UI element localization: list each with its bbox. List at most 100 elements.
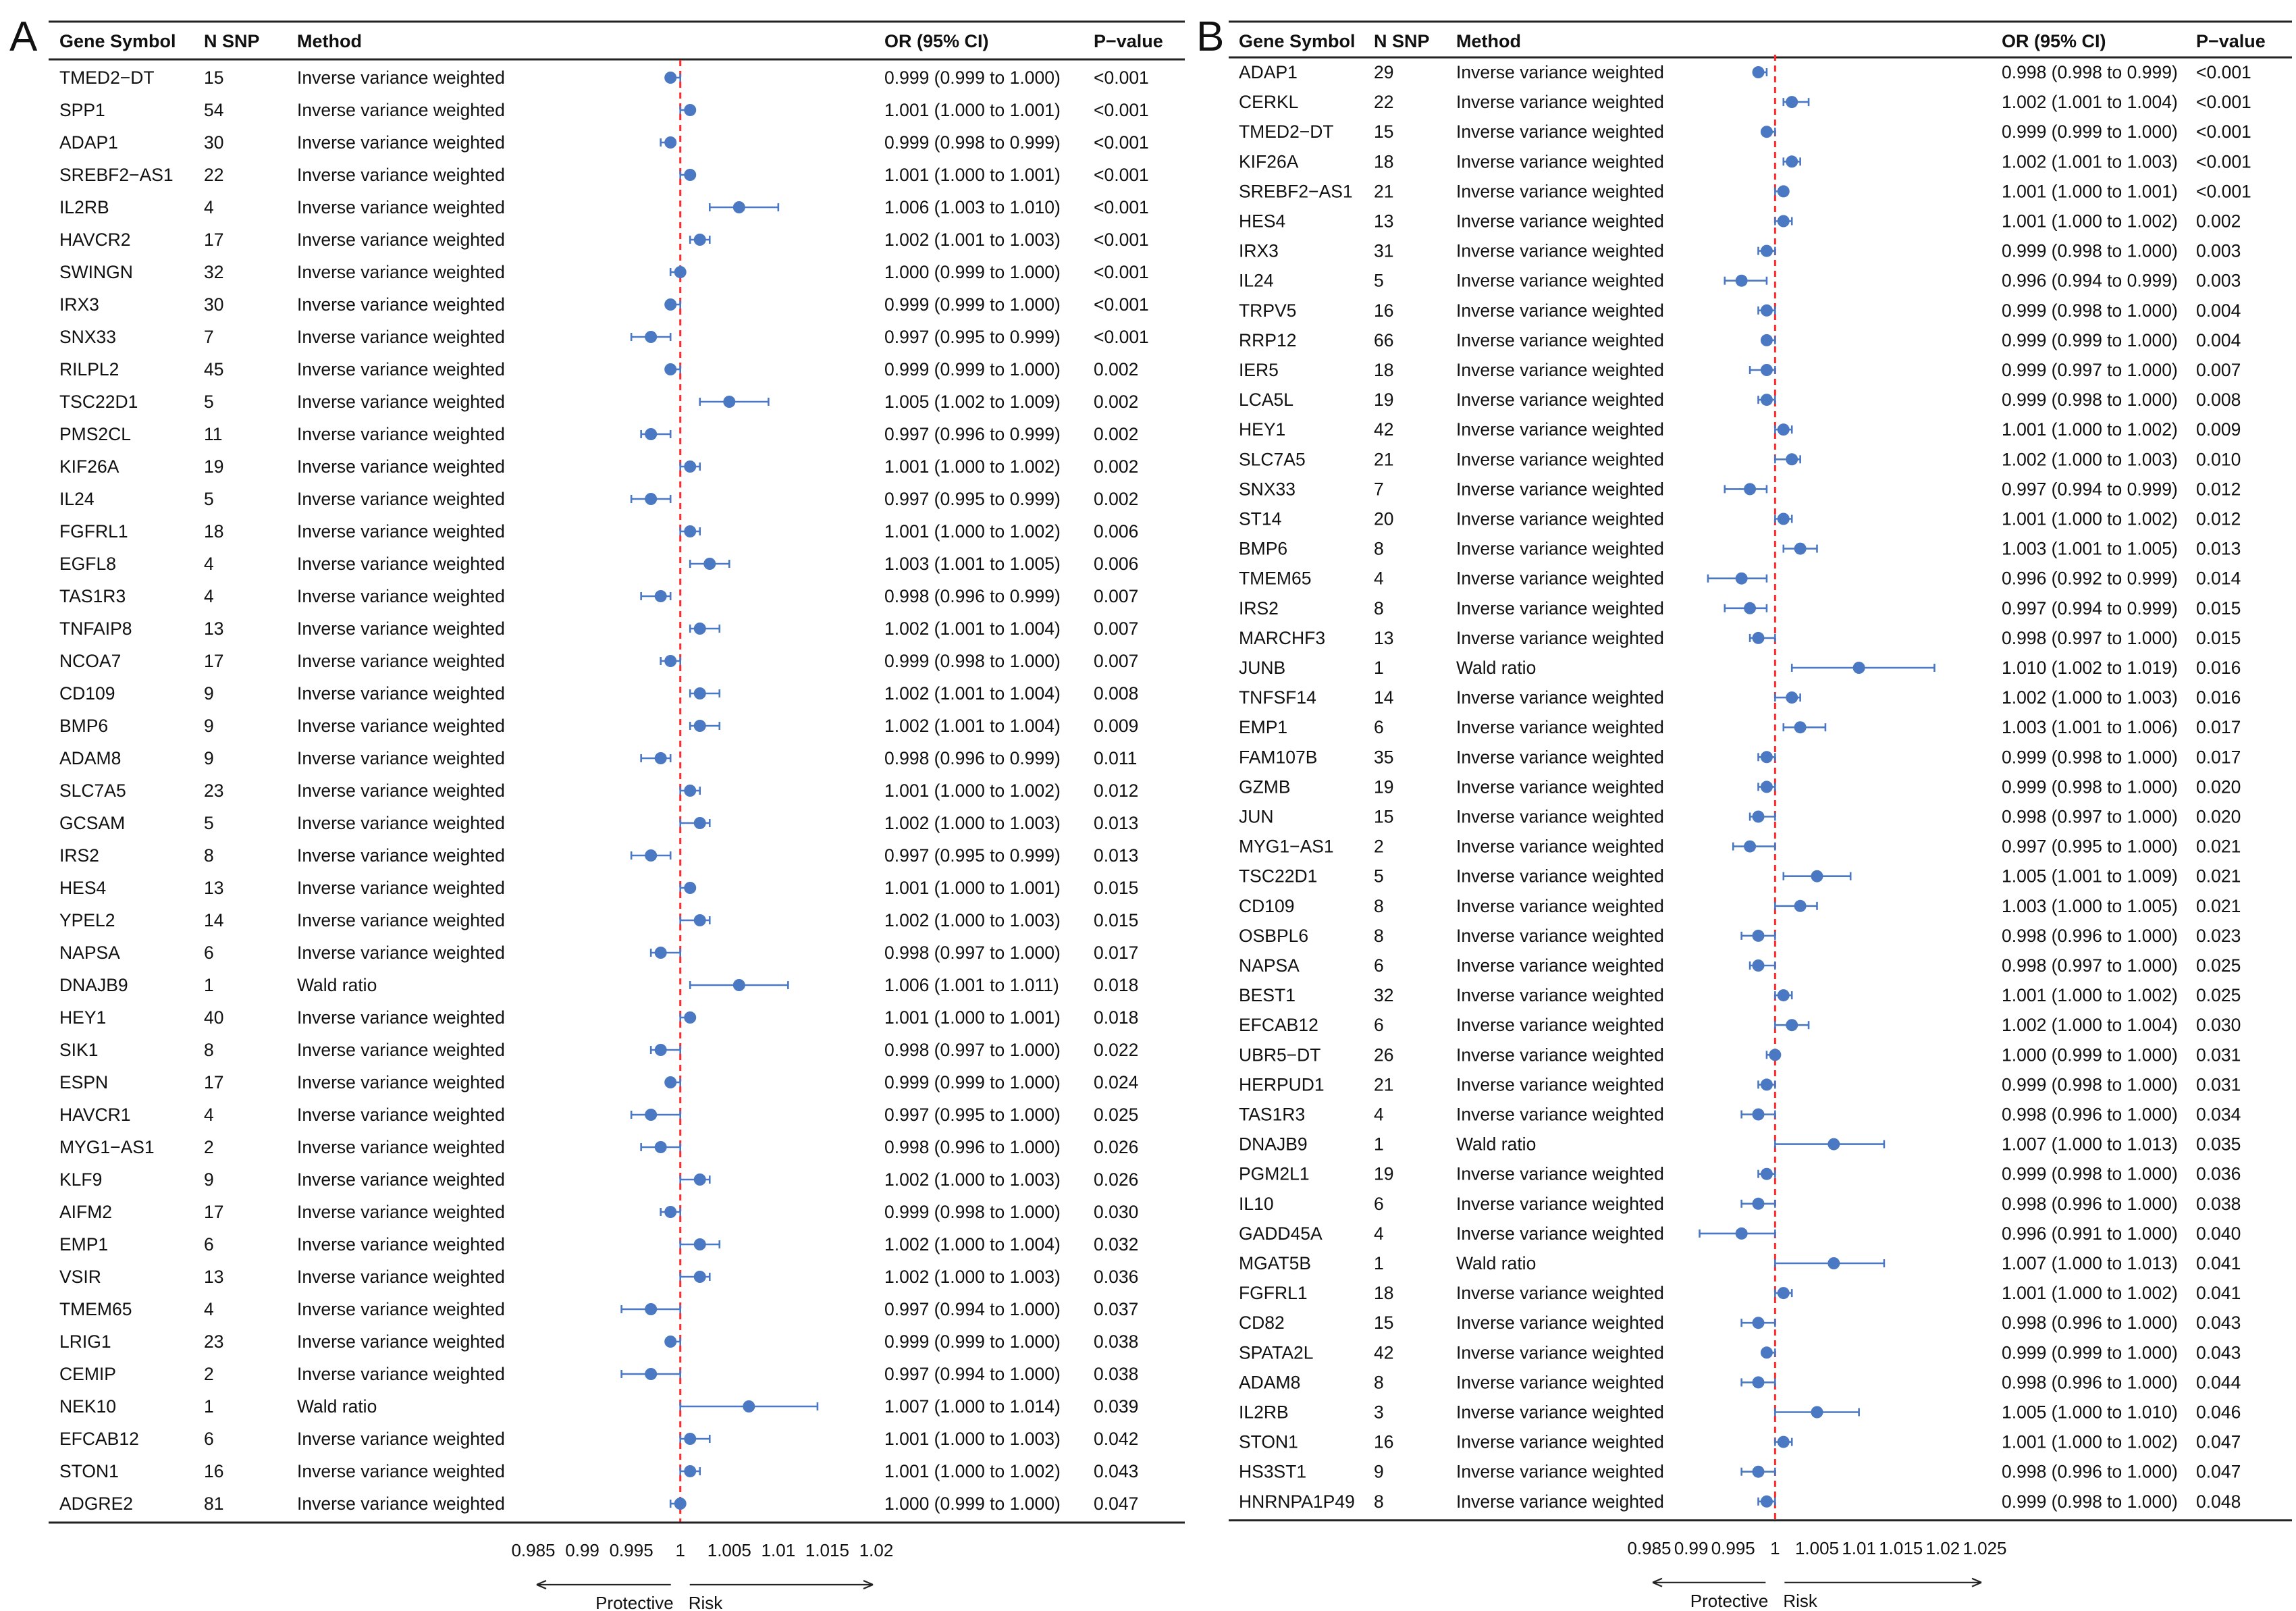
or-point xyxy=(1811,870,1823,882)
gene-symbol: FGFRL1 xyxy=(1239,1283,1308,1303)
table-row: SWINGN 32 Inverse variance weighted 1.000 (… xyxy=(59,262,1149,282)
p-value: 0.026 xyxy=(1094,1169,1138,1190)
p-value: 0.018 xyxy=(1094,1007,1138,1028)
arrowhead-right xyxy=(863,1579,874,1590)
gene-symbol: IL2RB xyxy=(1239,1402,1289,1423)
gene-symbol: KIF26A xyxy=(59,456,119,477)
or-ci-text: 0.999 (0.998 to 1.000) xyxy=(2002,1491,2178,1512)
or-ci-text: 0.998 (0.996 to 1.000) xyxy=(2002,1105,2178,1125)
panel-b: B Gene Symbol N SNP Method OR (95% CI) P−valu… xyxy=(1196,14,2292,1611)
or-point xyxy=(693,234,706,246)
method: Wald ratio xyxy=(1456,1134,1536,1155)
method: Inverse variance weighted xyxy=(1456,926,1664,946)
gene-symbol: STON1 xyxy=(1239,1432,1298,1452)
p-value: 0.012 xyxy=(2196,479,2241,499)
method: Inverse variance weighted xyxy=(1456,569,1664,589)
gene-symbol: HEY1 xyxy=(1239,419,1285,440)
gene-symbol: BMP6 xyxy=(59,716,108,736)
n-snp: 8 xyxy=(1374,1372,1384,1392)
or-ci-text: 1.003 (1.001 to 1.005) xyxy=(2002,539,2178,559)
or-ci-text: 0.996 (0.994 to 0.999) xyxy=(2002,271,2178,291)
or-point xyxy=(1786,691,1798,704)
or-point xyxy=(1786,453,1798,466)
p-value: 0.021 xyxy=(2196,866,2241,887)
table-row: TSC22D1 5 Inverse variance weighted 1.005 (… xyxy=(59,392,1138,412)
or-ci-text: 0.997 (0.995 to 1.000) xyxy=(884,1105,1061,1125)
gene-symbol: PMS2CL xyxy=(59,424,131,444)
or-point xyxy=(664,298,677,311)
or-point xyxy=(693,914,706,926)
or-point xyxy=(645,1303,658,1315)
table-row: RILPL2 45 Inverse variance weighted 0.999 (… xyxy=(59,359,1138,379)
or-point xyxy=(1777,215,1790,228)
table-row: KIF26A 18 Inverse variance weighted 1.002 (… xyxy=(1239,151,2251,171)
arrowhead-left xyxy=(1652,1577,1663,1587)
or-point xyxy=(1752,929,1765,942)
or-ci-text: 1.006 (1.001 to 1.011) xyxy=(884,975,1059,995)
or-ci-text: 1.002 (1.001 to 1.004) xyxy=(884,716,1061,736)
or-ci-text: 0.999 (0.999 to 1.000) xyxy=(2002,122,2178,142)
x-tick-label: 0.99 xyxy=(565,1540,599,1560)
or-point xyxy=(1760,751,1773,764)
n-snp: 40 xyxy=(204,1007,223,1028)
p-value: 0.015 xyxy=(1094,878,1138,898)
gene-symbol: SNX33 xyxy=(59,327,116,347)
or-point xyxy=(1794,899,1807,912)
or-ci-text: 1.002 (1.000 to 1.003) xyxy=(2002,687,2178,708)
method: Inverse variance weighted xyxy=(297,1364,505,1384)
p-value: <0.001 xyxy=(1094,197,1149,217)
method: Inverse variance weighted xyxy=(1456,211,1664,232)
n-snp: 6 xyxy=(1374,1194,1384,1214)
gene-symbol: SIK1 xyxy=(59,1040,98,1060)
x-tick-label: 0.995 xyxy=(1711,1538,1755,1558)
method: Inverse variance weighted xyxy=(1456,151,1664,171)
or-point xyxy=(1752,810,1765,823)
method: Inverse variance weighted xyxy=(1456,628,1664,648)
or-ci-text: 0.998 (0.997 to 1.000) xyxy=(884,1040,1061,1060)
or-point xyxy=(732,979,745,991)
p-value: 0.002 xyxy=(1094,359,1138,379)
n-snp: 20 xyxy=(1374,509,1393,529)
p-value: 0.022 xyxy=(1094,1040,1138,1060)
method: Inverse variance weighted xyxy=(1456,985,1664,1005)
p-value: 0.023 xyxy=(2196,926,2241,946)
table-row: HES4 13 Inverse variance weighted 1.001 (1.… xyxy=(1239,211,2241,232)
or-ci-text: 0.997 (0.996 to 0.999) xyxy=(884,424,1061,444)
table-row: HAVCR1 4 Inverse variance weighted 0.997 (0… xyxy=(59,1105,1138,1125)
table-row: SLC7A5 23 Inverse variance weighted 1.001 (… xyxy=(59,781,1138,801)
gene-symbol: BEST1 xyxy=(1239,985,1296,1005)
table-row: FAM107B 35 Inverse variance weighted 0.999 … xyxy=(1239,747,2241,767)
n-snp: 8 xyxy=(204,1040,214,1060)
table-row: KIF26A 19 Inverse variance weighted 1.001 (… xyxy=(59,456,1138,477)
n-snp: 8 xyxy=(204,845,214,866)
or-point xyxy=(1752,1317,1765,1329)
method: Inverse variance weighted xyxy=(297,1234,505,1255)
n-snp: 7 xyxy=(204,327,214,347)
method: Inverse variance weighted xyxy=(297,262,505,282)
method: Inverse variance weighted xyxy=(1456,1432,1664,1452)
p-value: 0.002 xyxy=(1094,489,1138,509)
n-snp: 9 xyxy=(204,1169,214,1190)
gene-symbol: EFCAB12 xyxy=(1239,1015,1318,1035)
table-row: HES4 13 Inverse variance weighted 1.001 (1.… xyxy=(59,878,1138,898)
or-ci-text: 0.998 (0.997 to 1.000) xyxy=(2002,955,2178,976)
n-snp: 5 xyxy=(204,489,214,509)
p-value: 0.006 xyxy=(1094,554,1138,574)
table-row: AIFM2 17 Inverse variance weighted 0.999 (0… xyxy=(59,1202,1138,1222)
n-snp: 19 xyxy=(1374,776,1393,797)
n-snp: 1 xyxy=(204,975,214,995)
table-row: YPEL2 14 Inverse variance weighted 1.002 (1… xyxy=(59,910,1138,930)
gene-symbol: IL24 xyxy=(1239,271,1274,291)
method: Inverse variance weighted xyxy=(297,1105,505,1125)
method: Inverse variance weighted xyxy=(297,1007,505,1028)
p-value: <0.001 xyxy=(2196,181,2251,201)
or-ci-text: 0.999 (0.998 to 1.000) xyxy=(2002,241,2178,261)
n-snp: 30 xyxy=(204,132,223,153)
table-row: OSBPL6 8 Inverse variance weighted 0.998 (0… xyxy=(1239,926,2241,946)
method: Inverse variance weighted xyxy=(1456,1223,1664,1244)
or-ci-text: 0.999 (0.998 to 1.000) xyxy=(2002,776,2178,797)
n-snp: 18 xyxy=(1374,360,1393,380)
gene-symbol: TMED2−DT xyxy=(1239,122,1334,142)
or-ci-text: 1.002 (1.001 to 1.004) xyxy=(2002,92,2178,112)
p-value: 0.007 xyxy=(2196,360,2241,380)
